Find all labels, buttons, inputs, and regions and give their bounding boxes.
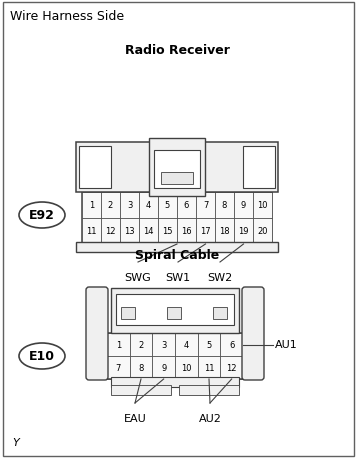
Text: E92: E92: [29, 209, 55, 222]
Text: 12: 12: [226, 363, 237, 372]
Text: 10: 10: [181, 363, 192, 372]
Bar: [111, 288, 239, 333]
Bar: [215, 218, 234, 245]
Bar: [161, 173, 193, 185]
Bar: [152, 356, 175, 379]
Bar: [198, 356, 220, 379]
Text: SW2: SW2: [207, 272, 233, 282]
Text: Radio Receiver: Radio Receiver: [125, 44, 230, 57]
Text: Wire Harness Side: Wire Harness Side: [10, 10, 124, 23]
Bar: [167, 308, 181, 319]
Bar: [107, 356, 130, 379]
Text: 18: 18: [219, 227, 230, 236]
Text: AU2: AU2: [198, 413, 221, 423]
Text: EAU: EAU: [124, 413, 146, 423]
Text: 5: 5: [165, 201, 170, 210]
Text: 7: 7: [116, 363, 121, 372]
Bar: [234, 218, 253, 245]
Bar: [76, 242, 278, 252]
Text: 9: 9: [161, 363, 166, 372]
Text: 13: 13: [124, 227, 135, 236]
Text: 14: 14: [143, 227, 154, 236]
Bar: [198, 333, 220, 356]
Text: 17: 17: [200, 227, 211, 236]
Text: 16: 16: [181, 227, 192, 236]
Ellipse shape: [19, 202, 65, 229]
Bar: [196, 218, 215, 245]
Text: 4: 4: [146, 201, 151, 210]
FancyBboxPatch shape: [86, 287, 108, 380]
Bar: [179, 385, 239, 395]
Bar: [253, 218, 272, 245]
Text: SW1: SW1: [165, 272, 191, 282]
Bar: [82, 193, 272, 245]
Bar: [130, 356, 152, 379]
Bar: [196, 193, 215, 218]
Bar: [82, 218, 101, 245]
Text: 3: 3: [161, 340, 166, 349]
Bar: [120, 218, 139, 245]
Text: 11: 11: [86, 227, 97, 236]
Bar: [158, 218, 177, 245]
Text: 9: 9: [241, 201, 246, 210]
Bar: [243, 147, 275, 189]
Bar: [79, 147, 111, 189]
Bar: [149, 139, 205, 196]
Bar: [76, 143, 278, 193]
Bar: [101, 218, 120, 245]
FancyBboxPatch shape: [242, 287, 264, 380]
Text: 6: 6: [229, 340, 234, 349]
Text: 15: 15: [162, 227, 173, 236]
Bar: [175, 356, 198, 379]
Text: 1: 1: [89, 201, 94, 210]
Bar: [130, 333, 152, 356]
Text: 10: 10: [257, 201, 268, 210]
Text: 20: 20: [257, 227, 268, 236]
Bar: [139, 193, 158, 218]
Text: 2: 2: [108, 201, 113, 210]
Text: SWG: SWG: [125, 272, 151, 282]
Text: 5: 5: [206, 340, 212, 349]
Text: 8: 8: [138, 363, 144, 372]
Text: 4: 4: [184, 340, 189, 349]
Text: Y: Y: [12, 437, 19, 447]
Bar: [234, 193, 253, 218]
Text: 19: 19: [238, 227, 249, 236]
Bar: [111, 385, 171, 395]
Bar: [116, 294, 234, 325]
Text: 1: 1: [116, 340, 121, 349]
Bar: [220, 356, 243, 379]
Bar: [107, 333, 130, 356]
Text: 12: 12: [105, 227, 116, 236]
Bar: [101, 193, 120, 218]
Bar: [111, 377, 239, 387]
Bar: [175, 333, 198, 356]
Bar: [152, 333, 175, 356]
Text: 8: 8: [222, 201, 227, 210]
Text: 7: 7: [203, 201, 208, 210]
Bar: [139, 218, 158, 245]
Bar: [121, 308, 135, 319]
Bar: [213, 308, 227, 319]
Text: AU1: AU1: [275, 340, 298, 350]
Bar: [120, 193, 139, 218]
Bar: [215, 193, 234, 218]
Bar: [220, 333, 243, 356]
Bar: [154, 151, 200, 189]
Ellipse shape: [19, 343, 65, 369]
Text: 6: 6: [184, 201, 189, 210]
Text: E10: E10: [29, 350, 55, 363]
Text: 3: 3: [127, 201, 132, 210]
Bar: [177, 218, 196, 245]
Bar: [158, 193, 177, 218]
Bar: [82, 193, 101, 218]
Bar: [107, 333, 243, 379]
Text: Spiral Cable: Spiral Cable: [135, 248, 219, 262]
Bar: [253, 193, 272, 218]
Text: 11: 11: [204, 363, 214, 372]
Text: 2: 2: [139, 340, 144, 349]
Bar: [177, 193, 196, 218]
